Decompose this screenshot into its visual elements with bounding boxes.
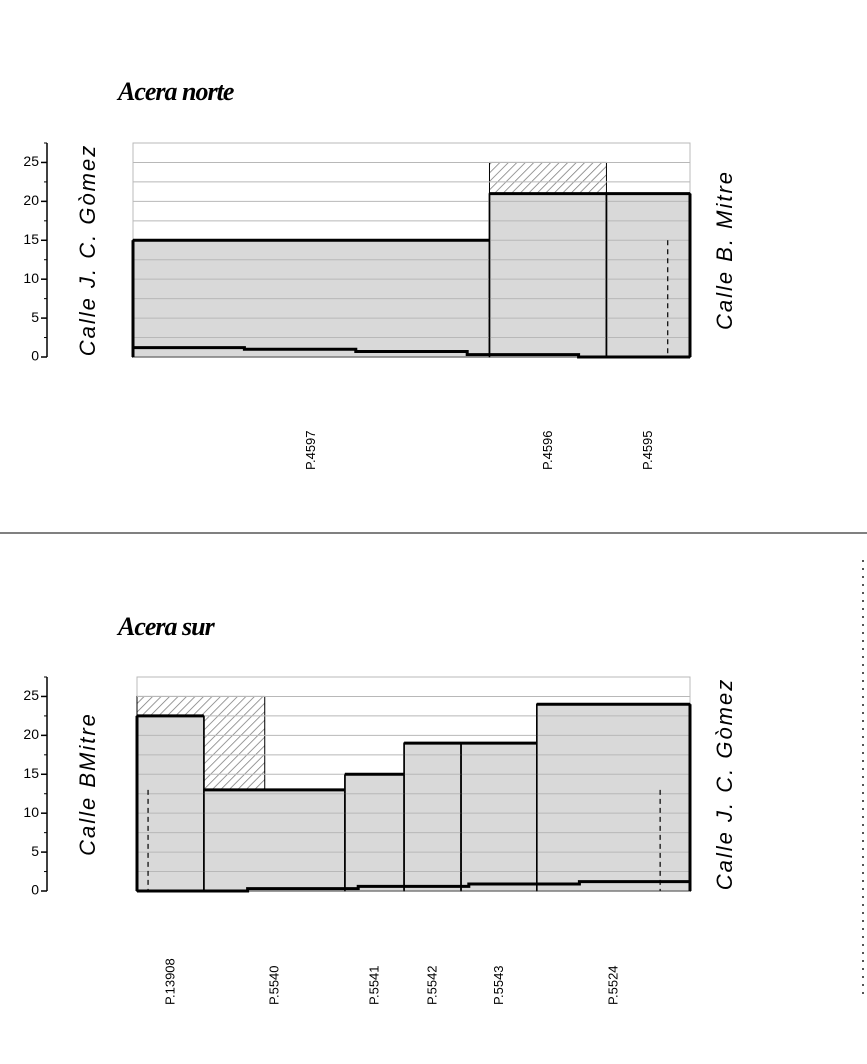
ground-line [137, 880, 690, 893]
parcel-label: P.5541 [367, 965, 382, 1005]
right-street: Calle B. Mitre [712, 170, 737, 330]
right-street: Calle J. C. Gòmez [712, 678, 737, 891]
y-tick-label: 5 [31, 843, 39, 859]
left-street: Calle J. C. Gòmez [75, 144, 100, 357]
y-tick-label: 15 [23, 231, 39, 247]
y-tick-label: 25 [23, 687, 39, 703]
parcel-label: P.4597 [303, 430, 318, 470]
y-tick-label: 0 [31, 882, 39, 898]
y-tick-label: 20 [23, 726, 39, 742]
parcel-label: P.5540 [266, 965, 281, 1005]
parcel-label: P.5524 [605, 965, 620, 1005]
parcel-label: P.5542 [425, 965, 440, 1005]
y-tick-label: 5 [31, 309, 39, 325]
parcel-label: P.13908 [162, 958, 177, 1005]
ground-line [133, 346, 690, 359]
y-tick-label: 10 [23, 270, 39, 286]
chart-title: Acera norte [116, 77, 234, 106]
parcel-label: P.4596 [540, 430, 555, 470]
building [488, 192, 608, 358]
y-tick-label: 20 [23, 192, 39, 208]
left-street: Calle BMitre [75, 712, 100, 856]
building [403, 742, 462, 892]
building [605, 192, 691, 358]
y-tick-label: 0 [31, 348, 39, 364]
chart-title: Acera sur [116, 612, 216, 641]
y-tick-label: 10 [23, 804, 39, 820]
building [136, 715, 205, 892]
building [536, 703, 691, 892]
building [203, 789, 346, 892]
building [460, 742, 538, 892]
parcel-label: P.4595 [640, 430, 655, 470]
y-tick-label: 25 [23, 153, 39, 169]
parcel-label: P.5543 [491, 965, 506, 1005]
y-tick-label: 15 [23, 765, 39, 781]
